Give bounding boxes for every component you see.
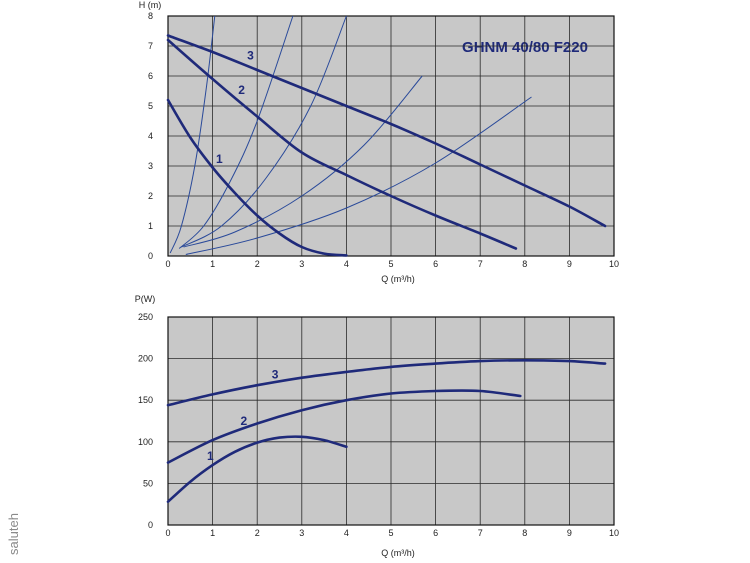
p-series-3-line [166, 358, 607, 407]
h-series-1-line [166, 98, 348, 257]
h-x-tick-label: 5 [388, 259, 393, 269]
p-curve-label-2: 2 [240, 414, 247, 428]
h-x-tick-label: 7 [478, 259, 483, 269]
h-system-curve [169, 15, 216, 254]
p-x-tick-label: 1 [210, 528, 215, 538]
p-curve-label-3: 3 [272, 368, 279, 382]
h-y-tick-label: 2 [148, 191, 153, 201]
h-x-tick-label: 8 [522, 259, 527, 269]
h-x-tick-label: 9 [567, 259, 572, 269]
p-x-tick-label: 7 [478, 528, 483, 538]
p-x-tick-label: 4 [344, 528, 349, 538]
h-system-curve [183, 75, 423, 248]
p-y-tick-label: 250 [138, 312, 153, 322]
h-x-tick-label: 4 [344, 259, 349, 269]
h-x-tick-label: 1 [210, 259, 215, 269]
h-y-tick-label: 7 [148, 41, 153, 51]
p-plot-frame [167, 316, 615, 526]
h-x-tick-label: 10 [609, 259, 619, 269]
p-y-tick-label: 50 [143, 478, 153, 488]
p-x-tick-label: 10 [609, 528, 619, 538]
h-system-curve [181, 15, 347, 248]
h-y-tick-label: 6 [148, 71, 153, 81]
h-system-curve [185, 96, 532, 255]
p-x-tick-label: 0 [165, 528, 170, 538]
p-x-tick-label: 5 [388, 528, 393, 538]
h-curve-label-2: 2 [238, 83, 245, 97]
h-system-curve [178, 15, 294, 249]
h-y-tick-label: 8 [148, 11, 153, 21]
h-y-tick-label: 5 [148, 101, 153, 111]
power-curve-chart: P(W) Q (m³/h) 0 1 2 3 4 5 6 7 8 9 1005010015020025… [135, 294, 619, 558]
h-plot-frame [167, 15, 615, 257]
h-y-tick-label: 4 [148, 131, 153, 141]
p-x-tick-label: 2 [255, 528, 260, 538]
p-curve-label-1: 1 [207, 449, 214, 463]
p-x-tick-label: 3 [299, 528, 304, 538]
h-y-tick-label: 1 [148, 221, 153, 231]
h-curve-label-1: 1 [216, 152, 223, 166]
p-x-tick-label: 8 [522, 528, 527, 538]
h-y-tick-label: 0 [148, 251, 153, 261]
p-y-axis-label: P(W) [135, 294, 156, 304]
p-y-tick-label: 100 [138, 437, 153, 447]
h-x-tick-label: 2 [255, 259, 260, 269]
p-y-tick-label: 0 [148, 520, 153, 530]
h-y-axis-label: H (m) [139, 0, 162, 10]
p-x-tick-label: 9 [567, 528, 572, 538]
p-x-axis-label: Q (m³/h) [381, 548, 415, 558]
p-series-2-line [166, 389, 522, 464]
h-x-axis-label: Q (m³/h) [381, 274, 415, 284]
p-y-tick-label: 150 [138, 395, 153, 405]
p-series-1-line [166, 435, 348, 503]
h-x-tick-label: 0 [165, 259, 170, 269]
h-series-3-line [166, 34, 607, 228]
watermark: saluteh [6, 513, 21, 555]
h-x-tick-label: 6 [433, 259, 438, 269]
h-y-tick-label: 3 [148, 161, 153, 171]
h-curve-label-3: 3 [247, 49, 254, 63]
h-series-2-line [166, 38, 518, 250]
p-x-tick-label: 6 [433, 528, 438, 538]
h-x-tick-label: 3 [299, 259, 304, 269]
p-y-tick-label: 200 [138, 354, 153, 364]
